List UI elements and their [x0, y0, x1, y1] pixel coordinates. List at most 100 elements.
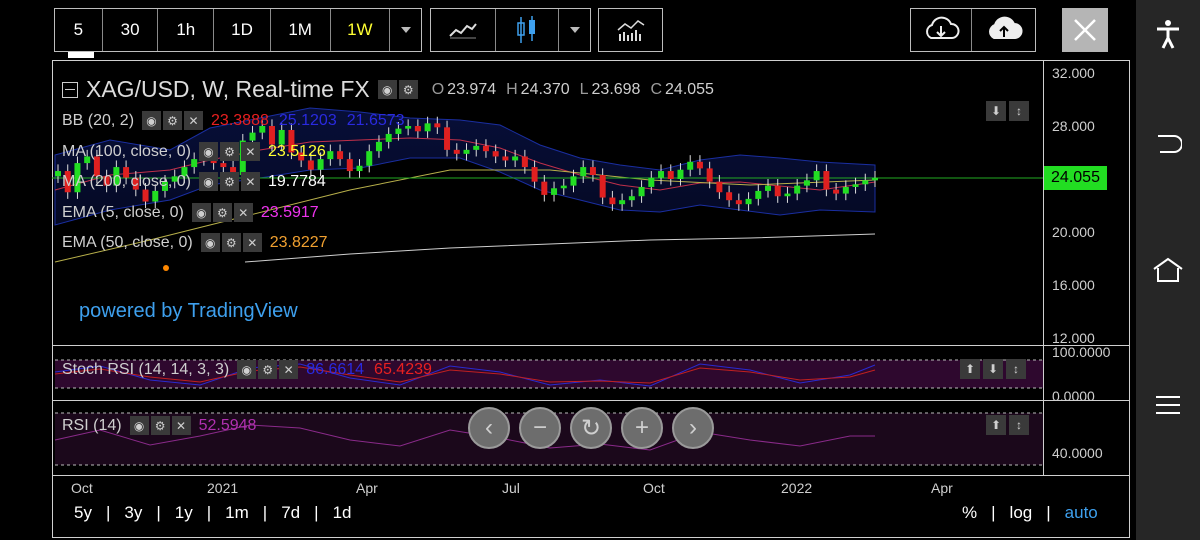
- gear-icon[interactable]: ⚙: [398, 80, 418, 99]
- symbol-legend[interactable]: XAG/USD, W, Real-time FX ◉ ⚙ O 23.974 H 24…: [62, 76, 714, 103]
- eye-icon[interactable]: ◉: [129, 416, 149, 435]
- price-axis-label: 28.000: [1052, 118, 1095, 134]
- range-5y[interactable]: 5y: [74, 503, 92, 522]
- chevron-right-icon: ›: [689, 414, 697, 441]
- collapse-icon[interactable]: ↕: [1009, 101, 1029, 121]
- stoch-rsi-legend[interactable]: Stoch RSI (14, 14, 3, 3) ◉ ⚙ ✕ 86.6614 65.…: [62, 360, 432, 379]
- collapse-legend-icon[interactable]: [62, 81, 78, 98]
- chart-area[interactable]: [52, 60, 1130, 538]
- pane-divider[interactable]: [52, 345, 1130, 346]
- ema50-value: 23.8227: [269, 233, 328, 251]
- gear-icon[interactable]: ⚙: [219, 142, 239, 161]
- arrow-up-icon[interactable]: ⬆: [986, 415, 1006, 435]
- range-1d[interactable]: 1d: [332, 503, 352, 522]
- interval-1w[interactable]: 1W: [331, 9, 391, 51]
- eye-icon[interactable]: ◉: [142, 111, 162, 130]
- gear-icon[interactable]: ⚙: [221, 233, 241, 252]
- time-axis-label: Apr: [356, 480, 378, 496]
- range-1y[interactable]: 1y: [174, 503, 193, 522]
- cloud-download-button[interactable]: [911, 9, 972, 51]
- eye-icon[interactable]: ◉: [191, 203, 211, 222]
- candle-body: [142, 189, 149, 202]
- zoom-in-button[interactable]: +: [621, 407, 663, 449]
- ma200-controls: ◉ ⚙ ✕: [198, 172, 260, 191]
- range-7d[interactable]: 7d: [281, 503, 301, 522]
- price-axis-divider: [1043, 60, 1044, 475]
- close-icon[interactable]: ✕: [279, 360, 299, 379]
- candle-body: [609, 197, 616, 205]
- gear-icon[interactable]: ⚙: [258, 360, 278, 379]
- candle-body: [444, 127, 451, 150]
- bb-legend[interactable]: BB (20, 2) ◉ ⚙ ✕ 23.3888 25.1203 21.6573: [62, 111, 405, 130]
- time-axis-label: Apr: [931, 480, 953, 496]
- home-button[interactable]: [1136, 248, 1200, 292]
- candle-body: [337, 151, 344, 160]
- arrow-down-icon[interactable]: ⬇: [983, 359, 1003, 379]
- gear-icon[interactable]: ⚙: [150, 416, 170, 435]
- close-button[interactable]: [1062, 8, 1108, 52]
- candle-body: [648, 177, 655, 187]
- ma200-legend[interactable]: MA (200, close, 0) ◉ ⚙ ✕ 19.7784: [62, 172, 326, 191]
- arrow-up-icon[interactable]: ⬆: [960, 359, 980, 379]
- rsi-legend[interactable]: RSI (14) ◉ ⚙ ✕ 52.5948: [62, 416, 256, 435]
- stoch-rsi-controls: ◉ ⚙ ✕: [237, 360, 299, 379]
- collapse-icon[interactable]: ↕: [1006, 359, 1026, 379]
- chart-type-dropdown-button[interactable]: [559, 9, 590, 51]
- time-axis-label: Jul: [502, 480, 520, 496]
- close-icon[interactable]: ✕: [240, 142, 260, 161]
- close-icon[interactable]: ✕: [233, 203, 253, 222]
- last-price-badge: 24.055: [1044, 166, 1107, 190]
- eye-icon[interactable]: ◉: [198, 142, 218, 161]
- powered-by-link[interactable]: powered by TradingView: [79, 300, 298, 322]
- interval-1d[interactable]: 1D: [214, 9, 271, 51]
- accessibility-button[interactable]: [1136, 12, 1200, 56]
- pane-divider[interactable]: [52, 400, 1130, 401]
- eye-icon[interactable]: ◉: [377, 80, 397, 99]
- candle-body: [123, 167, 130, 178]
- zoom-out-button[interactable]: −: [519, 407, 561, 449]
- scroll-right-button[interactable]: ›: [672, 407, 714, 449]
- menu-button[interactable]: [1136, 383, 1200, 427]
- gear-icon[interactable]: ⚙: [212, 203, 232, 222]
- interval-5[interactable]: 5: [55, 9, 103, 51]
- cloud-actions: [910, 8, 1036, 52]
- chart-type-selector: [430, 8, 591, 52]
- candle-body: [346, 159, 353, 172]
- interval-dropdown-button[interactable]: [390, 9, 421, 51]
- interval-1h[interactable]: 1h: [158, 9, 215, 51]
- indicators-button[interactable]: [599, 9, 662, 51]
- candlestick-chart-button[interactable]: [496, 9, 560, 51]
- scale-auto[interactable]: auto: [1064, 503, 1098, 522]
- scale-percent[interactable]: %: [962, 503, 978, 522]
- eye-icon[interactable]: ◉: [237, 360, 257, 379]
- candle-body: [375, 141, 382, 152]
- eye-icon[interactable]: ◉: [198, 172, 218, 191]
- line-chart-button[interactable]: [431, 9, 497, 51]
- candle-body: [424, 123, 431, 132]
- price-axis-label: 20.000: [1052, 224, 1095, 240]
- scroll-left-button[interactable]: ‹: [468, 407, 510, 449]
- close-icon[interactable]: ✕: [240, 172, 260, 191]
- ema50-legend[interactable]: EMA (50, close, 0) ◉ ⚙ ✕ 23.8227: [62, 233, 328, 252]
- eye-icon[interactable]: ◉: [200, 233, 220, 252]
- range-1m[interactable]: 1m: [225, 503, 249, 522]
- ma100-legend[interactable]: MA (100, close, 0) ◉ ⚙ ✕ 23.5126: [62, 142, 326, 161]
- candle-body: [755, 190, 762, 199]
- arrow-down-icon[interactable]: ⬇: [986, 101, 1006, 121]
- back-button[interactable]: [1136, 122, 1200, 166]
- scale-log[interactable]: log: [1009, 503, 1033, 522]
- collapse-icon[interactable]: ↕: [1009, 415, 1029, 435]
- interval-30[interactable]: 30: [103, 9, 159, 51]
- gear-icon[interactable]: ⚙: [163, 111, 183, 130]
- close-icon[interactable]: ✕: [171, 416, 191, 435]
- cloud-upload-button[interactable]: [972, 9, 1035, 51]
- interval-1m[interactable]: 1M: [271, 9, 331, 51]
- gear-icon[interactable]: ⚙: [219, 172, 239, 191]
- reset-button[interactable]: ↻: [570, 407, 612, 449]
- chevron-down-icon: [569, 27, 580, 33]
- close-icon[interactable]: ✕: [184, 111, 204, 130]
- range-3y[interactable]: 3y: [124, 503, 143, 522]
- close-icon[interactable]: ✕: [242, 233, 262, 252]
- ema5-legend[interactable]: EMA (5, close, 0) ◉ ⚙ ✕ 23.5917: [62, 203, 319, 222]
- stoch-rsi-band: [55, 360, 1043, 388]
